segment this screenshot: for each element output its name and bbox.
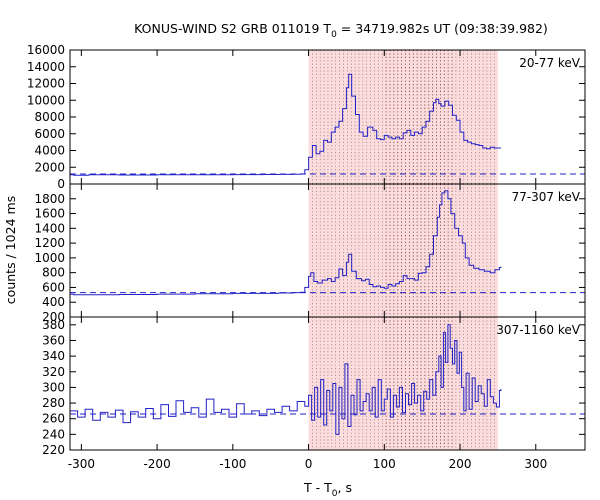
x-tick-label: -300	[68, 457, 95, 471]
y-tick-label: 320	[42, 365, 65, 379]
panel-frame	[69, 316, 586, 451]
y-tick-label: 1600	[34, 207, 65, 221]
x-tick-label: 100	[373, 457, 396, 471]
y-tick-label: 340	[42, 349, 65, 363]
y-tick-label: 2000	[34, 160, 65, 174]
x-tick-label: 200	[449, 457, 472, 471]
count-rate-curve	[70, 73, 501, 176]
x-axis-label: T - T0, s	[303, 480, 352, 499]
y-tick-label: 360	[42, 333, 65, 347]
y-tick-label: 380	[42, 318, 65, 332]
panel-1: 0 2000 4000 6000 8000 10000 12000 14000 16000 20-…	[27, 43, 586, 191]
y-tick-label: 240	[42, 427, 65, 441]
y-tick-label: 1400	[34, 221, 65, 235]
plot-area: 020004000600080001000012000140001600020-…	[27, 43, 586, 471]
y-tick-label: 800	[42, 266, 65, 280]
energy-band-label: 20-77 keV	[519, 56, 581, 70]
y-tick-label: 14000	[27, 60, 65, 74]
y-tick-label: 200	[42, 310, 65, 324]
y-tick-label: 0	[57, 177, 65, 191]
y-tick-label: 400	[42, 295, 65, 309]
count-rate-curve	[70, 324, 502, 435]
y-tick-label: 600	[42, 280, 65, 294]
x-tick-label: -100	[219, 457, 246, 471]
energy-band-label: 307-1160 keV	[496, 323, 580, 337]
count-rate-curve	[70, 190, 502, 296]
x-tick-label: 0	[305, 457, 313, 471]
y-tick-label: 8000	[34, 110, 65, 124]
y-tick-label: 260	[42, 412, 65, 426]
y-tick-label: 300	[42, 380, 65, 394]
chart-title: KONUS-WIND S2 GRB 011019 T0 = 34719.982s…	[134, 21, 548, 40]
y-tick-label: 1200	[34, 236, 65, 250]
y-tick-label: 16000	[27, 43, 65, 57]
y-axis-label: counts / 1024 ms	[3, 196, 18, 304]
y-tick-label: 1800	[34, 192, 65, 206]
y-tick-label: 4000	[34, 144, 65, 158]
energy-band-label: 77-307 keV	[512, 190, 581, 204]
y-tick-label: 220	[42, 443, 65, 457]
y-tick-label: 6000	[34, 127, 65, 141]
x-tick-label: -200	[143, 457, 170, 471]
highlight-region	[308, 50, 498, 184]
y-tick-label: 1000	[34, 251, 65, 265]
y-tick-label: 12000	[27, 77, 65, 91]
y-tick-label: 280	[42, 396, 65, 410]
x-tick-label: 300	[524, 457, 547, 471]
y-tick-label: 10000	[27, 93, 65, 107]
highlight-region	[308, 184, 498, 317]
